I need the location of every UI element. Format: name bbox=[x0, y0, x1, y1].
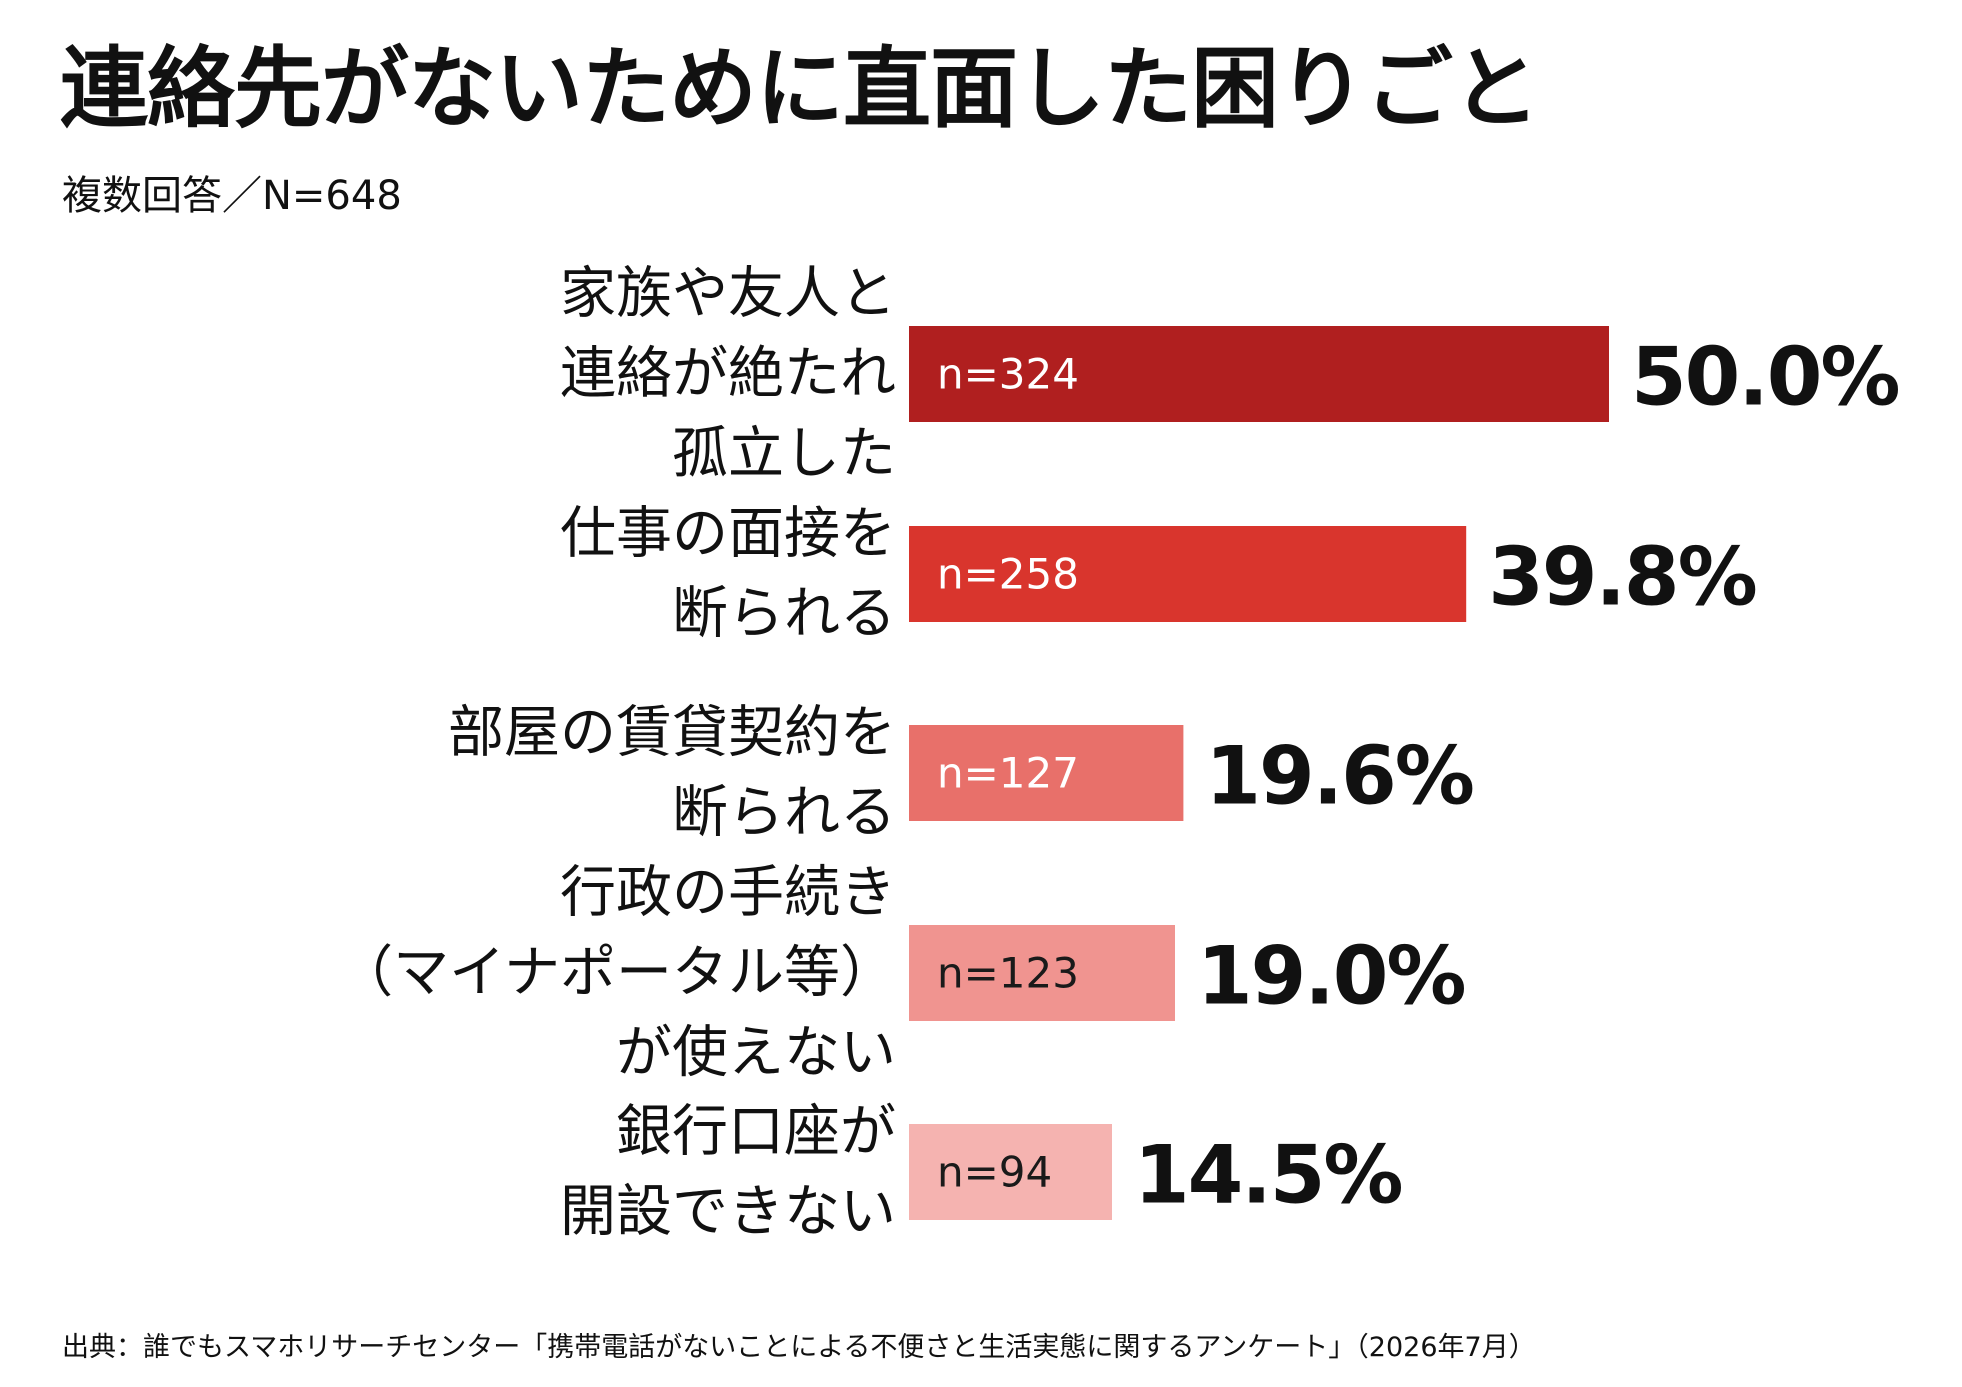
category-label-line: 家族や友人と bbox=[560, 262, 896, 327]
count-label-3: n=127 bbox=[937, 749, 1079, 798]
category-label-line: 連絡が絶たれ bbox=[560, 342, 896, 407]
value-label-2: 39.8% bbox=[1488, 531, 1756, 624]
bar-5 bbox=[909, 1124, 1112, 1220]
bar-3 bbox=[909, 725, 1184, 821]
value-label-1: 50.0% bbox=[1631, 331, 1899, 424]
bar-4 bbox=[909, 925, 1175, 1021]
category-label-line: 部屋の賃貸契約を bbox=[448, 701, 896, 766]
category-label-2: 仕事の面接を断られる bbox=[560, 502, 896, 647]
value-label-3: 19.6% bbox=[1205, 730, 1473, 823]
category-label-line: 開設できない bbox=[560, 1180, 896, 1245]
chart-title: 連絡先がないために直面した困りごと bbox=[60, 37, 1540, 140]
category-label-5: 銀行口座が開設できない bbox=[560, 1100, 896, 1245]
count-label-5: n=94 bbox=[937, 1148, 1052, 1197]
count-label-1: n=324 bbox=[937, 350, 1079, 399]
category-label-line: （マイナポータル等） bbox=[337, 941, 896, 1006]
category-label-line: が使えない bbox=[616, 1021, 896, 1086]
chart-subtitle: 複数回答／N=648 bbox=[62, 173, 402, 219]
bar-1 bbox=[909, 326, 1609, 422]
category-label-line: 行政の手続き bbox=[560, 861, 896, 926]
category-label-line: 仕事の面接を bbox=[560, 502, 896, 567]
category-label-line: 断られる bbox=[672, 781, 896, 846]
category-label-line: 孤立した bbox=[672, 422, 896, 487]
value-label-5: 14.5% bbox=[1134, 1129, 1402, 1222]
value-label-4: 19.0% bbox=[1197, 930, 1465, 1023]
bar-2 bbox=[909, 526, 1467, 622]
category-label-1: 家族や友人と連絡が絶たれ孤立した bbox=[560, 262, 896, 487]
category-label-4: 行政の手続き （マイナポータル等） が使えない bbox=[337, 861, 896, 1086]
count-label-2: n=258 bbox=[937, 550, 1079, 599]
count-label-4: n=123 bbox=[937, 949, 1079, 998]
category-label-line: 断られる bbox=[672, 582, 896, 647]
category-label-line: 銀行口座が bbox=[616, 1100, 896, 1165]
source-note: 出典：誰でもスマホリサーチセンター「携帯電話がないことによる不便さと生活実態に関… bbox=[62, 1332, 1536, 1363]
category-label-3: 部屋の賃貸契約を断られる bbox=[448, 701, 896, 846]
